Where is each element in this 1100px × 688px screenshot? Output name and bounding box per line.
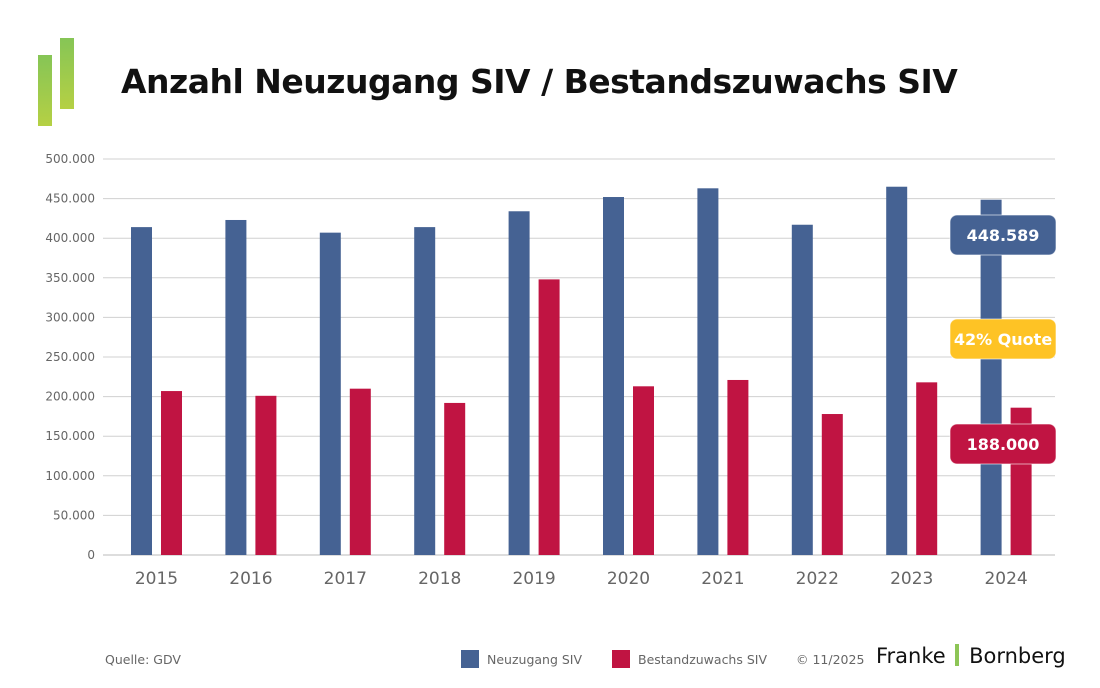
- brand-right: Bornberg: [969, 644, 1066, 668]
- bar-bestand-2019: [538, 279, 560, 555]
- bar-neuzugang-2016: [225, 219, 247, 555]
- x-tick-label: 2019: [512, 569, 555, 589]
- y-tick-label: 300.000: [45, 310, 95, 324]
- bar-chart: 0 50.000 100.000 150.000 200.000 250.000 300.0…: [45, 152, 1057, 589]
- brand-logo: Franke Bornberg: [876, 644, 1066, 668]
- bar-neuzugang-2017: [319, 232, 341, 555]
- bar-bestand-2018: [444, 402, 466, 555]
- y-tick-label: 400.000: [45, 231, 95, 245]
- y-tick-label: 350.000: [45, 271, 95, 285]
- annotation-label: 42% Quote: [954, 330, 1053, 349]
- source-label: Quelle: GDV: [105, 652, 181, 667]
- bar-bestand-2017: [349, 388, 371, 555]
- x-tick-label: 2020: [607, 569, 650, 589]
- bar-bestand-2020: [633, 386, 654, 555]
- bar-bestand-2023: [916, 382, 938, 555]
- x-tick-label: 2017: [324, 569, 367, 589]
- brand-divider-icon: [955, 644, 960, 666]
- bar-neuzugang-2015: [131, 227, 152, 555]
- annotation-label: 188.000: [967, 435, 1040, 454]
- bar-bestand-2022: [821, 414, 843, 555]
- x-tick-label: 2018: [418, 569, 461, 589]
- annotation-label: 448.589: [967, 226, 1040, 245]
- legend-label-neuzugang: Neuzugang SIV: [487, 652, 583, 667]
- logo-icon: [38, 38, 74, 126]
- bar-neuzugang-2020: [603, 197, 624, 556]
- annotation-box: [949, 423, 1057, 465]
- x-tick-label: 2023: [890, 569, 933, 589]
- copyright-label: © 11/2025: [796, 652, 865, 667]
- y-tick-label: 150.000: [45, 429, 95, 443]
- y-tick-label: 500.000: [45, 152, 95, 166]
- x-tick-label: 2015: [135, 569, 178, 589]
- y-tick-label: 250.000: [45, 350, 95, 364]
- bar-bestand-2015: [161, 391, 182, 555]
- bar-neuzugang-2022: [791, 224, 813, 555]
- chart-title: Anzahl Neuzugang SIV / Bestandszuwachs S…: [121, 62, 958, 101]
- legend-swatch-bestand: [612, 650, 630, 668]
- bar-neuzugang-2018: [414, 227, 436, 555]
- bar-neuzugang-2024: [980, 199, 1002, 555]
- y-tick-label: 0: [87, 548, 95, 562]
- bar-neuzugang-2023: [886, 186, 908, 555]
- brand-left: Franke: [876, 644, 946, 668]
- bar-neuzugang-2021: [697, 188, 719, 555]
- annotation-box: [949, 214, 1057, 256]
- bar-bestand-2021: [727, 379, 749, 555]
- legend-swatch-neuzugang: [461, 650, 479, 668]
- y-tick-label: 200.000: [45, 390, 95, 404]
- bar-bestand-2016: [255, 395, 277, 555]
- y-tick-label: 100.000: [45, 469, 95, 483]
- bar-neuzugang-2019: [508, 211, 530, 555]
- annotation-box: [949, 318, 1057, 360]
- y-tick-label: 450.000: [45, 192, 95, 206]
- x-tick-label: 2022: [796, 569, 839, 589]
- y-tick-label: 50.000: [53, 508, 95, 522]
- x-tick-label: 2016: [229, 569, 272, 589]
- legend-label-bestand: Bestandzuwachs SIV: [638, 652, 768, 667]
- x-tick-label: 2021: [701, 569, 744, 589]
- x-tick-label: 2024: [984, 569, 1027, 589]
